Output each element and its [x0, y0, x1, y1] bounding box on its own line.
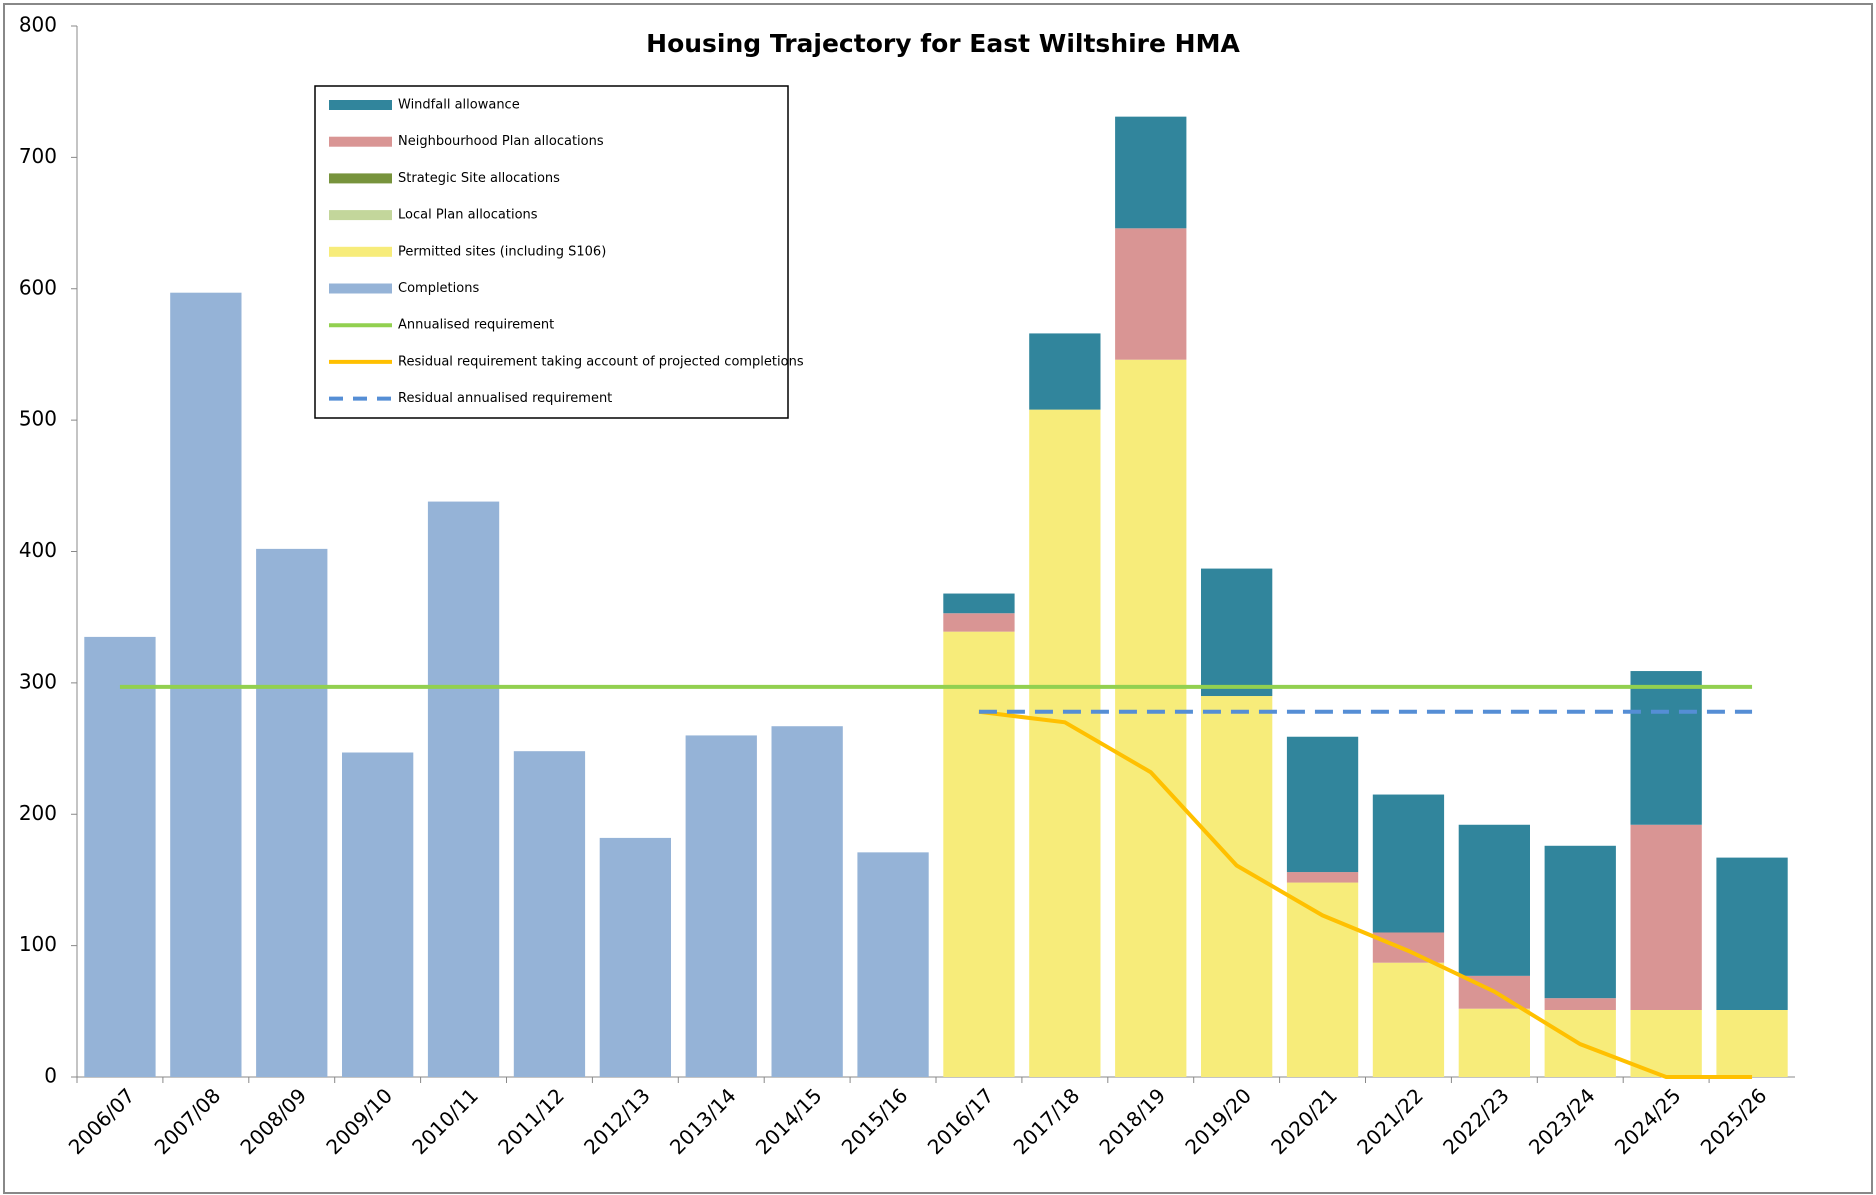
bar-segment — [1115, 228, 1187, 360]
bar-segment — [943, 613, 1015, 632]
bar-segment — [1029, 409, 1101, 1077]
legend-swatch — [329, 246, 392, 257]
bar-segment — [342, 752, 414, 1077]
legend-box — [314, 85, 789, 419]
legend-swatch — [329, 210, 392, 221]
bar-segment — [427, 501, 500, 1077]
bar-segment — [513, 751, 586, 1077]
bar-segment — [943, 593, 1015, 614]
legend-label: Annualised requirement — [398, 318, 554, 333]
bar-segment — [771, 726, 843, 1077]
y-tick-label: 200 — [19, 801, 57, 825]
legend: Windfall allowance Neighbourhood Plan all… — [314, 85, 804, 419]
legend-label: Completions — [398, 281, 479, 296]
bar-segment — [1458, 824, 1530, 976]
bar-segment — [1716, 1009, 1788, 1077]
bar-segment — [1372, 794, 1445, 933]
bar-segment — [1372, 962, 1445, 1077]
legend-label: Permitted sites (including S106) — [398, 244, 606, 259]
bar-segment — [84, 636, 156, 1077]
y-tick-label: 0 — [44, 1064, 57, 1088]
legend-swatch — [329, 100, 392, 110]
legend-swatch — [329, 283, 392, 294]
bar-segment — [943, 631, 1015, 1077]
bar-segment — [1372, 932, 1445, 963]
bar-segment — [1630, 824, 1702, 1010]
bar-segment — [1286, 736, 1359, 873]
bar-segment — [1115, 116, 1187, 229]
bar-segment — [685, 735, 757, 1077]
legend-label: Local Plan allocations — [398, 208, 538, 223]
legend-label: Windfall allowance — [398, 98, 520, 113]
legend-label: Neighbourhood Plan allocations — [398, 134, 604, 149]
bar-segment — [1286, 872, 1359, 883]
y-tick-label: 800 — [19, 13, 57, 37]
bar-segment — [1286, 882, 1359, 1077]
chart-title: Housing Trajectory for East Wiltshire HM… — [646, 29, 1240, 58]
bar-segment — [256, 548, 328, 1077]
bar-segment — [1201, 568, 1273, 697]
legend-label: Residual requirement taking account of p… — [398, 354, 804, 369]
bar-segment — [1115, 359, 1187, 1077]
bar-segment — [1630, 671, 1702, 825]
bar-segment — [857, 852, 929, 1077]
legend-swatch — [329, 173, 392, 184]
y-tick-label: 700 — [19, 144, 57, 168]
bar-segment — [1716, 857, 1788, 1010]
y-tick-label: 100 — [19, 932, 57, 956]
bar-segment — [1544, 845, 1616, 999]
bar-segment — [599, 837, 671, 1077]
legend-label: Residual annualised requirement — [398, 391, 612, 406]
y-tick-label: 600 — [19, 275, 57, 299]
y-tick-label: 300 — [19, 669, 57, 693]
legend-label: Strategic Site allocations — [398, 171, 560, 186]
bar-segment — [1029, 333, 1101, 410]
bar-segment — [1201, 696, 1273, 1077]
y-tick-label: 500 — [19, 407, 57, 431]
line-series — [978, 709, 1753, 1079]
legend-swatch — [329, 136, 392, 147]
bar-segment — [1544, 998, 1616, 1010]
y-tick-label: 400 — [19, 538, 57, 562]
bar-segment — [1458, 1008, 1530, 1077]
